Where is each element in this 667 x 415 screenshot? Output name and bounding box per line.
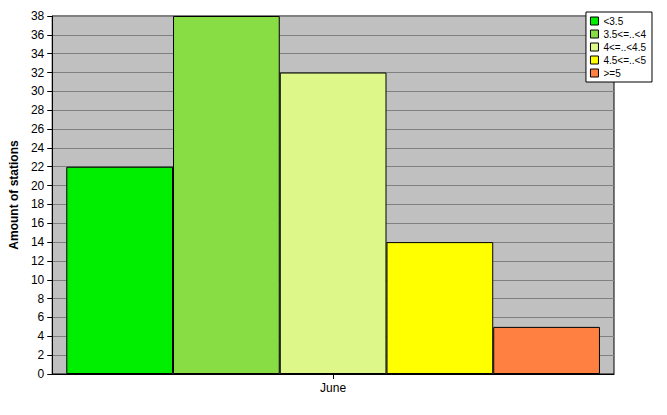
svg-text:0: 0 (38, 367, 45, 381)
svg-text:2: 2 (38, 348, 45, 362)
svg-text:38: 38 (31, 9, 45, 23)
svg-text:12: 12 (31, 254, 45, 268)
svg-text:4.5<=..<5: 4.5<=..<5 (603, 55, 646, 66)
svg-text:16: 16 (31, 216, 45, 230)
svg-text:4<=..<4.5: 4<=..<4.5 (603, 42, 646, 53)
svg-text:34: 34 (31, 47, 45, 61)
svg-text:36: 36 (31, 28, 45, 42)
svg-text:24: 24 (31, 141, 45, 155)
svg-text:3.5<=..<4: 3.5<=..<4 (603, 29, 646, 40)
svg-text:>=5: >=5 (603, 68, 621, 79)
svg-text:June: June (320, 381, 346, 395)
svg-text:10: 10 (31, 273, 45, 287)
svg-text:18: 18 (31, 197, 45, 211)
svg-text:Amount of stations: Amount of stations (7, 140, 21, 250)
svg-text:<3.5: <3.5 (603, 16, 623, 27)
svg-text:30: 30 (31, 84, 45, 98)
svg-text:26: 26 (31, 122, 45, 136)
svg-text:6: 6 (38, 310, 45, 324)
svg-text:28: 28 (31, 103, 45, 117)
svg-text:20: 20 (31, 179, 45, 193)
svg-text:14: 14 (31, 235, 45, 249)
svg-text:8: 8 (38, 292, 45, 306)
svg-text:4: 4 (38, 329, 45, 343)
svg-text:22: 22 (31, 160, 45, 174)
svg-text:32: 32 (31, 66, 45, 80)
